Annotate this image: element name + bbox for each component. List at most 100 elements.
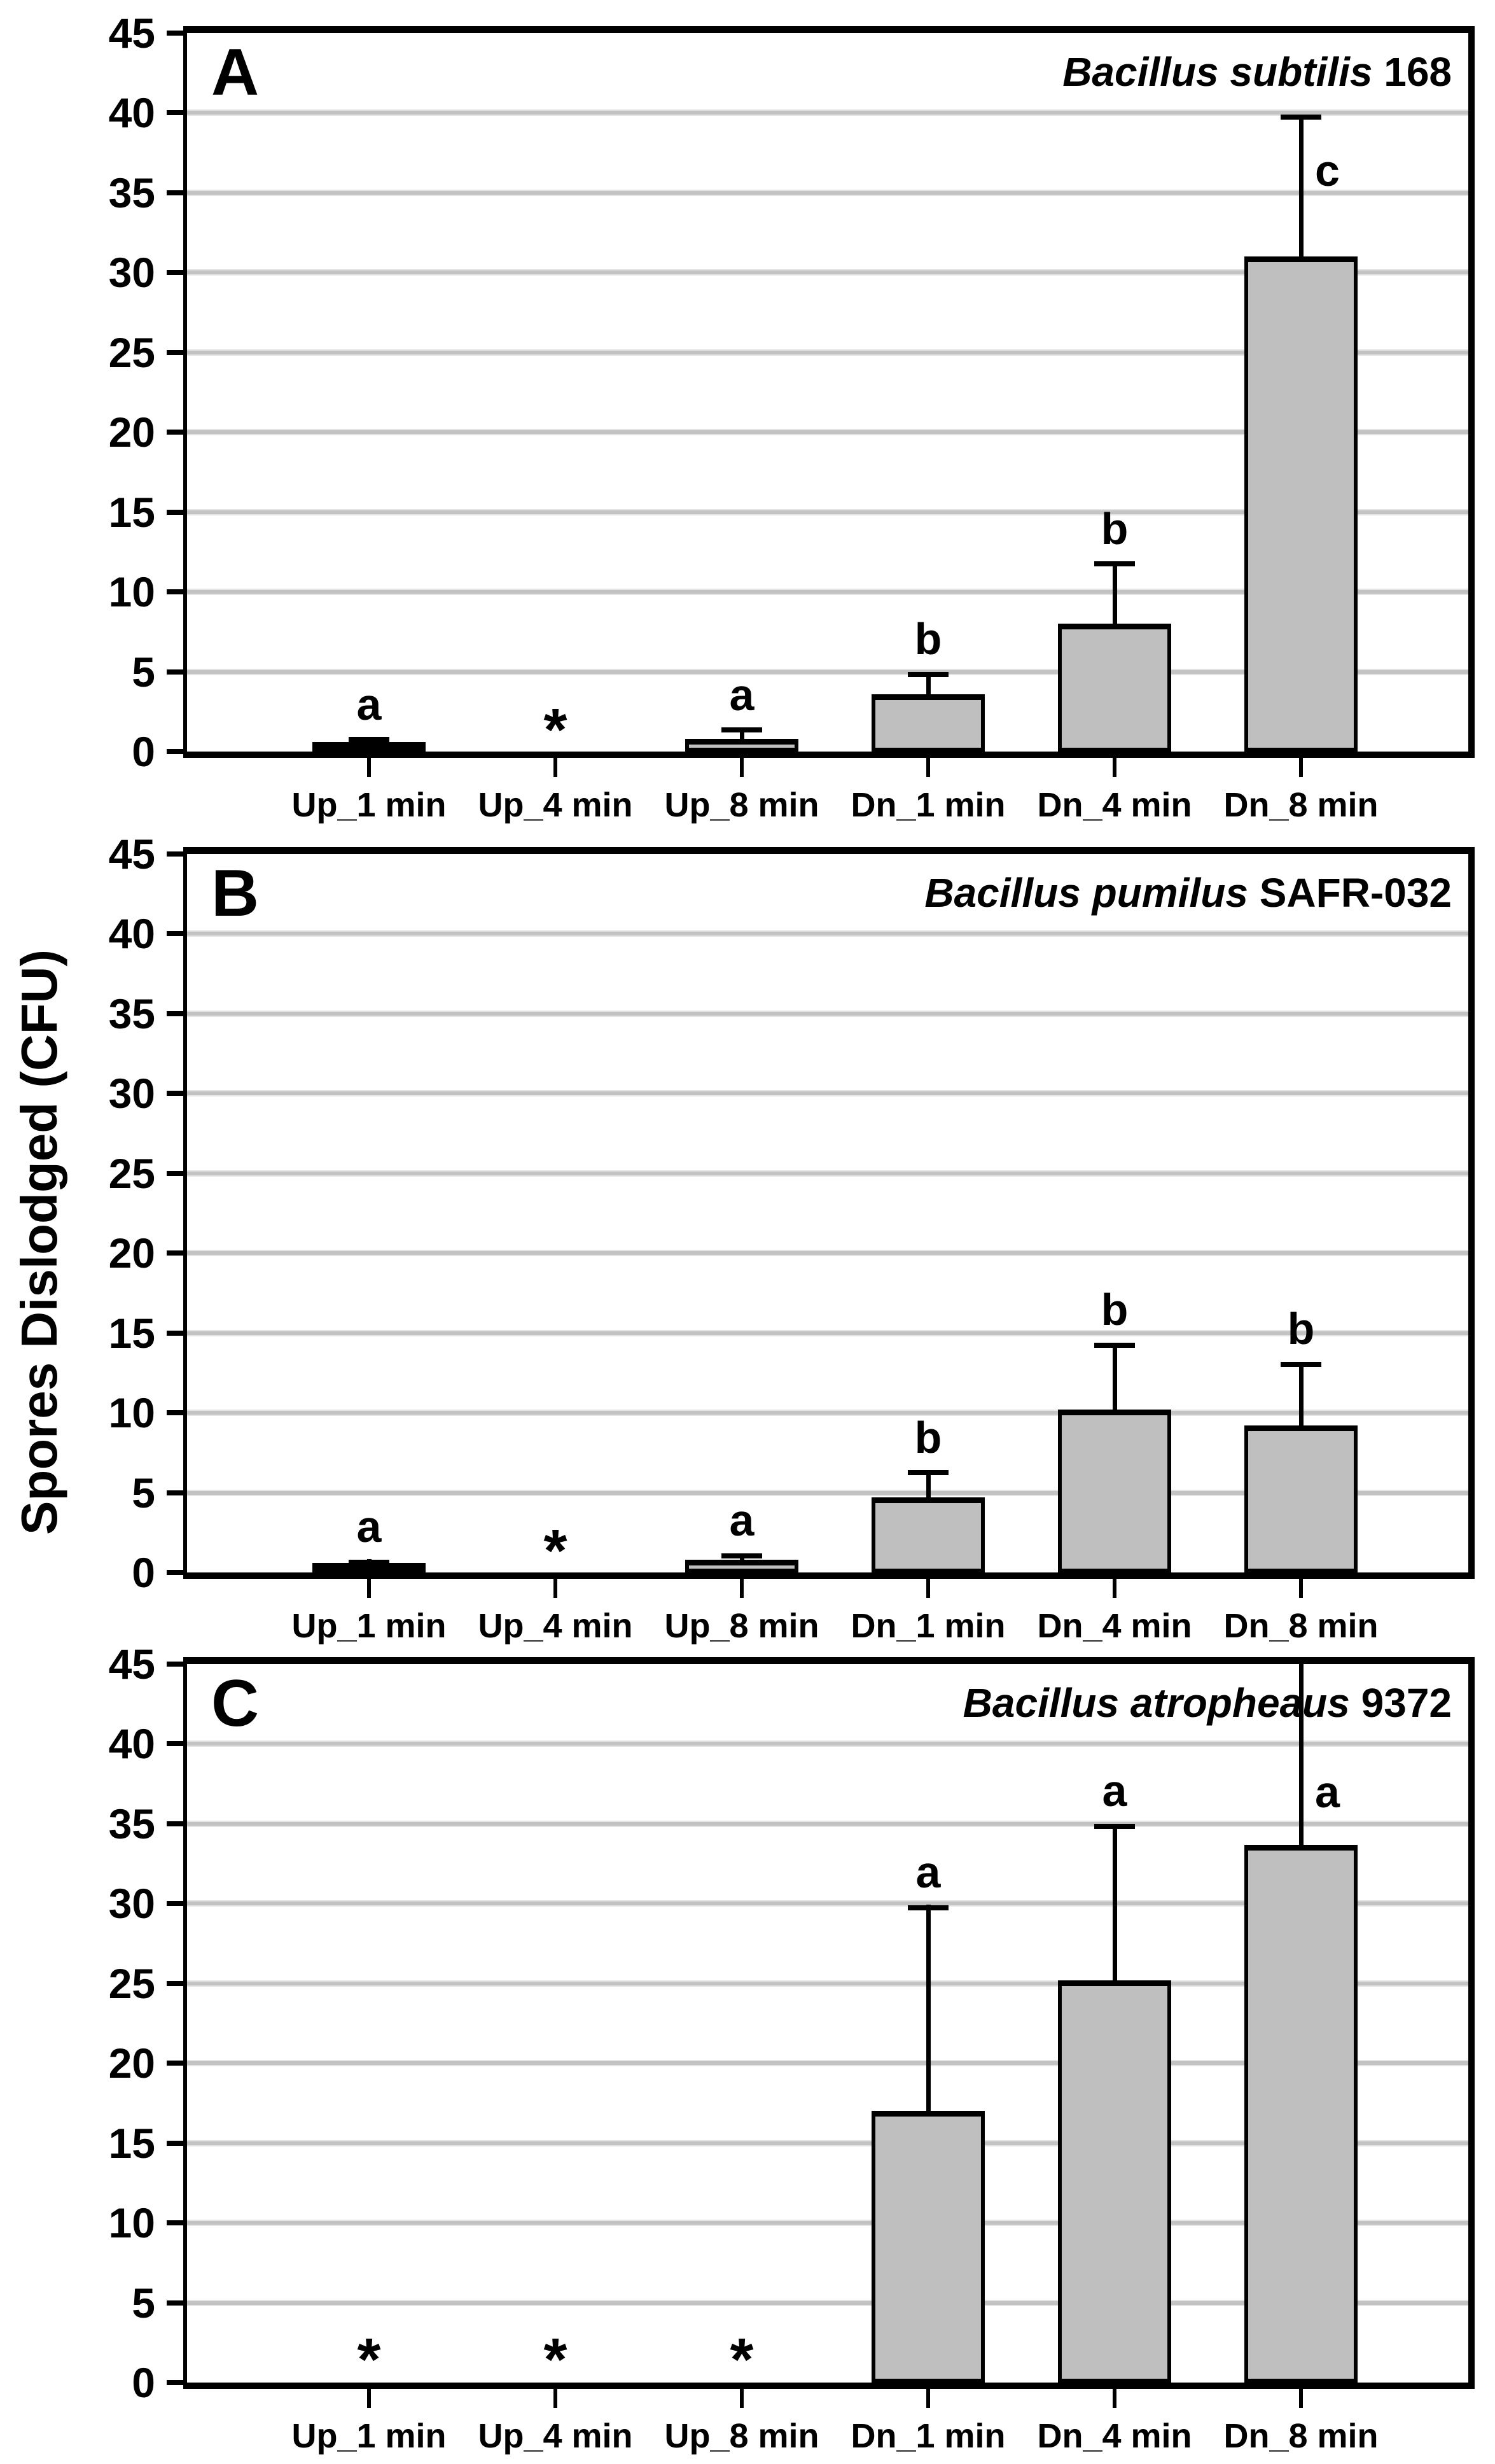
x-tick-label-dn-4-min: Dn_4 min xyxy=(1037,1607,1192,1645)
gridline-5 xyxy=(187,2301,1468,2305)
y-tick-5 xyxy=(167,2300,183,2306)
panel-title-strain: 168 xyxy=(1372,49,1452,95)
y-tick-label-40: 40 xyxy=(108,1720,155,1767)
gridline-40 xyxy=(187,1742,1468,1746)
x-tick-label-up-8-min: Up_8 min xyxy=(664,1607,819,1645)
y-tick-25 xyxy=(167,1171,183,1176)
error-bar-line-dn-4-min xyxy=(1113,1824,1117,1980)
error-bar-line-dn-1-min xyxy=(926,1905,931,2111)
x-tick-dn-1-min xyxy=(926,758,930,777)
y-tick-15 xyxy=(167,1331,183,1336)
x-tick-up-1-min xyxy=(367,2389,371,2408)
y-tick-label-45: 45 xyxy=(108,1641,155,1688)
error-bar-cap-dn-4-min xyxy=(1094,561,1135,566)
y-tick-15 xyxy=(167,2141,183,2146)
y-tick-label-40: 40 xyxy=(108,89,155,136)
significance-letter-dn-1-min: a xyxy=(915,1847,941,1897)
y-tick-label-0: 0 xyxy=(132,1549,155,1596)
y-tick-label-15: 15 xyxy=(108,489,155,536)
panel-title-species: Bacillus subtilis xyxy=(1062,49,1373,95)
panel-title-strain: 9372 xyxy=(1349,1680,1452,1726)
error-bar-cap-dn-4-min xyxy=(1094,1824,1135,1829)
y-tick-0 xyxy=(167,1570,183,1575)
panel-title-b: Bacillus pumilus SAFR-032 xyxy=(924,871,1452,915)
bar-up-8-min xyxy=(685,739,798,752)
y-tick-label-25: 25 xyxy=(108,1150,155,1197)
panel-letter-b: B xyxy=(211,857,260,930)
gridline-15 xyxy=(187,1331,1468,1335)
x-tick-up-8-min xyxy=(740,1579,744,1598)
error-bar-line-dn-4-min xyxy=(1113,1343,1117,1410)
significance-letter-dn-8-min: b xyxy=(1287,1304,1315,1354)
x-tick-up-8-min xyxy=(740,2389,744,2408)
y-tick-label-25: 25 xyxy=(108,1960,155,2007)
y-tick-label-45: 45 xyxy=(108,830,155,878)
significance-letter-dn-1-min: b xyxy=(914,1413,942,1462)
gridline-5 xyxy=(187,670,1468,674)
y-tick-10 xyxy=(167,589,183,594)
error-bar-cap-dn-8-min xyxy=(1281,1362,1321,1367)
x-tick-label-dn-1-min: Dn_1 min xyxy=(851,1607,1006,1645)
gridline-5 xyxy=(187,1491,1468,1495)
x-tick-label-dn-8-min: Dn_8 min xyxy=(1223,1607,1379,1645)
x-tick-label-dn-1-min: Dn_1 min xyxy=(851,2417,1006,2455)
x-tick-up-4-min xyxy=(553,1579,557,1598)
y-tick-30 xyxy=(167,1901,183,1906)
y-tick-10 xyxy=(167,1410,183,1415)
x-tick-up-1-min xyxy=(367,1579,371,1598)
error-bar-line-dn-1-min xyxy=(926,1470,931,1497)
gridline-10 xyxy=(187,1411,1468,1415)
y-tick-40 xyxy=(167,931,183,936)
error-bar-line-dn-8-min xyxy=(1299,1664,1304,1845)
y-tick-label-20: 20 xyxy=(108,2040,155,2087)
y-tick-label-0: 0 xyxy=(132,2359,155,2406)
error-bar-cap-dn-1-min xyxy=(908,1905,949,1910)
significance-letter-up-1-min: a xyxy=(356,680,382,729)
gridline-35 xyxy=(187,1012,1468,1016)
error-bar-line-dn-4-min xyxy=(1113,561,1117,624)
no-spores-asterisk-up-8-min: * xyxy=(730,2326,754,2393)
gridline-10 xyxy=(187,2221,1468,2225)
x-tick-up-4-min xyxy=(553,758,557,777)
gridline-15 xyxy=(187,2141,1468,2145)
x-tick-dn-4-min xyxy=(1113,2389,1116,2408)
y-tick-45 xyxy=(167,851,183,857)
x-tick-label-up-8-min: Up_8 min xyxy=(664,2417,819,2455)
bar-dn-1-min xyxy=(872,1497,985,1572)
error-bar-cap-up-1-min xyxy=(349,737,389,742)
gridline-40 xyxy=(187,111,1468,115)
bar-dn-4-min xyxy=(1058,1980,1171,2383)
error-bar-line-up-8-min xyxy=(740,727,744,739)
bar-dn-1-min xyxy=(872,2111,985,2383)
gridline-20 xyxy=(187,2061,1468,2065)
x-tick-label-dn-1-min: Dn_1 min xyxy=(851,786,1006,824)
significance-letter-dn-4-min: b xyxy=(1101,504,1129,554)
y-tick-45 xyxy=(167,31,183,36)
x-tick-dn-4-min xyxy=(1113,758,1116,777)
y-tick-label-35: 35 xyxy=(108,169,155,216)
x-tick-label-dn-4-min: Dn_4 min xyxy=(1037,786,1192,824)
x-tick-label-up-4-min: Up_4 min xyxy=(478,2417,633,2455)
y-tick-label-5: 5 xyxy=(132,2279,155,2327)
panel-title-species: Bacillus atropheaus xyxy=(963,1680,1350,1726)
significance-letter-dn-4-min: a xyxy=(1102,1766,1127,1816)
gridline-35 xyxy=(187,191,1468,195)
x-tick-label-dn-8-min: Dn_8 min xyxy=(1223,2417,1379,2455)
x-tick-label-up-1-min: Up_1 min xyxy=(291,786,447,824)
y-tick-label-40: 40 xyxy=(108,910,155,957)
y-tick-0 xyxy=(167,2380,183,2385)
y-tick-label-5: 5 xyxy=(132,1469,155,1516)
gridline-30 xyxy=(187,1091,1468,1095)
x-tick-label-up-1-min: Up_1 min xyxy=(291,2417,447,2455)
gridline-25 xyxy=(187,351,1468,354)
y-tick-label-30: 30 xyxy=(108,1880,155,1927)
error-bar-cap-up-8-min xyxy=(721,1553,762,1558)
y-tick-label-45: 45 xyxy=(108,10,155,57)
gridline-25 xyxy=(187,1982,1468,1985)
x-tick-label-up-1-min: Up_1 min xyxy=(291,1607,447,1645)
error-bar-cap-up-8-min xyxy=(721,727,762,732)
gridline-20 xyxy=(187,1251,1468,1255)
significance-letter-dn-1-min: b xyxy=(914,614,942,664)
x-tick-dn-8-min xyxy=(1299,2389,1303,2408)
